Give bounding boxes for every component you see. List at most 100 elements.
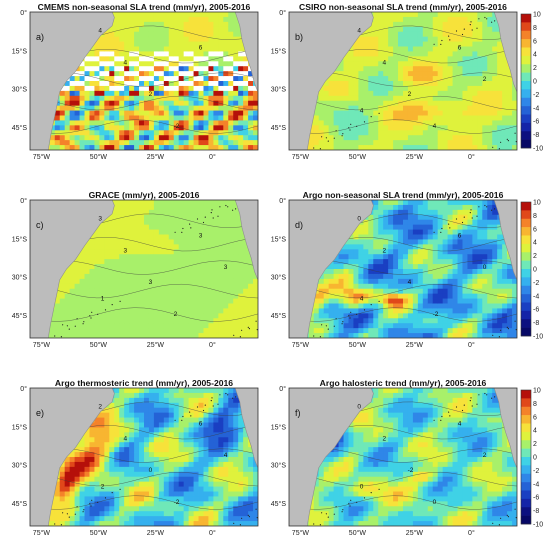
- contour-label: -2: [433, 311, 439, 318]
- lon-tick-label: 25°W: [406, 153, 424, 161]
- lat-tick-label: 0°: [20, 9, 27, 17]
- contour-label: 0: [357, 404, 361, 411]
- colorbar-tick-label: 6: [533, 414, 537, 421]
- colorbar-tick-label: -10: [533, 146, 543, 153]
- lat-tick-label: 30°S: [12, 274, 28, 282]
- contour-label: 0: [483, 264, 487, 271]
- colorbar-tick-label: -2: [533, 468, 539, 475]
- colorbar-tick-label: 10: [533, 200, 541, 207]
- lat-tick-label: 30°S: [271, 462, 287, 470]
- lat-tick-label: 0°: [20, 197, 27, 205]
- colorbar-tick-label: 4: [533, 52, 537, 59]
- colorbar-tick-label: 8: [533, 213, 537, 220]
- colorbar-tick-label: -2: [533, 92, 539, 99]
- lat-tick-label: 15°S: [271, 423, 287, 431]
- lon-tick-label: 0°: [468, 529, 475, 537]
- panel-label: e): [36, 408, 44, 418]
- contour-label: 6: [458, 44, 462, 51]
- colorbar-tick-label: -4: [533, 105, 539, 112]
- colorbar-tick-label: 2: [533, 253, 537, 260]
- panel-label: a): [36, 32, 44, 42]
- lat-tick-label: 45°S: [12, 500, 28, 508]
- lat-tick-label: 15°S: [271, 235, 287, 243]
- lat-tick-label: 30°S: [271, 274, 287, 282]
- lat-tick-label: 45°S: [271, 500, 287, 508]
- colorbar-tick-label: 10: [533, 12, 541, 19]
- colorbar-tick-label: 0: [533, 79, 537, 86]
- contour-label: 0: [149, 467, 153, 474]
- contour-label: 2: [408, 91, 412, 98]
- lon-tick-label: 25°W: [147, 529, 165, 537]
- lat-tick-label: 45°S: [271, 124, 287, 132]
- lon-tick-label: 75°W: [33, 529, 51, 537]
- contour-label: 4: [383, 59, 387, 66]
- lat-tick-label: 0°: [279, 197, 286, 205]
- contour-label: 2: [98, 404, 102, 411]
- lat-tick-label: 30°S: [271, 86, 287, 94]
- lat-tick-label: 0°: [279, 9, 286, 17]
- contour-label: 4: [360, 108, 364, 115]
- contour-label: 4: [224, 452, 228, 459]
- contour-label: 2: [483, 76, 487, 83]
- panel-a-map: 442-26: [30, 12, 258, 150]
- colorbar-tick-label: -8: [533, 320, 539, 327]
- contour-label: 4: [357, 28, 361, 35]
- contour-label: 2: [101, 484, 105, 491]
- lon-tick-label: 50°W: [90, 341, 108, 349]
- lat-tick-label: 45°S: [271, 312, 287, 320]
- panel-label: d): [295, 220, 303, 230]
- contour-label: 2: [383, 247, 387, 254]
- contour-label: 0: [433, 499, 437, 506]
- contour-label: 2: [483, 452, 487, 459]
- lat-tick-label: 15°S: [12, 423, 28, 431]
- colorbar-tick-label: 8: [533, 25, 537, 32]
- lat-tick-label: 15°S: [12, 47, 28, 55]
- contour-label: 4: [360, 296, 364, 303]
- lon-tick-label: 0°: [468, 341, 475, 349]
- lon-tick-label: 25°W: [406, 529, 424, 537]
- lat-tick-label: 15°S: [12, 235, 28, 243]
- contour-label: 3: [199, 232, 203, 239]
- lat-tick-label: 15°S: [271, 47, 287, 55]
- contour-label: 4: [124, 435, 128, 442]
- colorbar-tick-label: 0: [533, 455, 537, 462]
- lon-tick-label: 0°: [209, 341, 216, 349]
- colorbar-tick-label: -10: [533, 334, 543, 341]
- lon-tick-label: 75°W: [292, 341, 310, 349]
- colorbar-tick-label: -8: [533, 132, 539, 139]
- lon-tick-label: 50°W: [349, 529, 367, 537]
- colorbar-tick-label: -10: [533, 522, 543, 529]
- lat-tick-label: 45°S: [12, 124, 28, 132]
- lon-tick-label: 25°W: [147, 153, 165, 161]
- colorbar-tick-label: -6: [533, 119, 539, 126]
- contour-label: 0: [360, 484, 364, 491]
- panel-title: Argo thermosteric trend (mm/yr), 2005-20…: [55, 378, 233, 388]
- panel-label: b): [295, 32, 303, 42]
- panel-title: CSIRO non-seasonal SLA trend (mm/yr), 20…: [299, 2, 507, 12]
- contour-label: 2: [383, 435, 387, 442]
- contour-label: -2: [174, 499, 180, 506]
- panel-label: f): [295, 408, 301, 418]
- contour-label: 0: [357, 216, 361, 223]
- contour-label: 3: [224, 264, 228, 271]
- panel-title: Argo halosteric trend (mm/yr), 2005-2016: [320, 378, 487, 388]
- lon-tick-label: 0°: [209, 153, 216, 161]
- colorbar-tick-label: 0: [533, 267, 537, 274]
- lon-tick-label: 0°: [209, 529, 216, 537]
- contour-label: 6: [199, 44, 203, 51]
- lat-tick-label: 0°: [279, 385, 286, 393]
- panel-title: GRACE (mm/yr), 2005-2016: [89, 190, 200, 200]
- lat-tick-label: 30°S: [12, 86, 28, 94]
- colorbar-tick-label: 10: [533, 388, 541, 395]
